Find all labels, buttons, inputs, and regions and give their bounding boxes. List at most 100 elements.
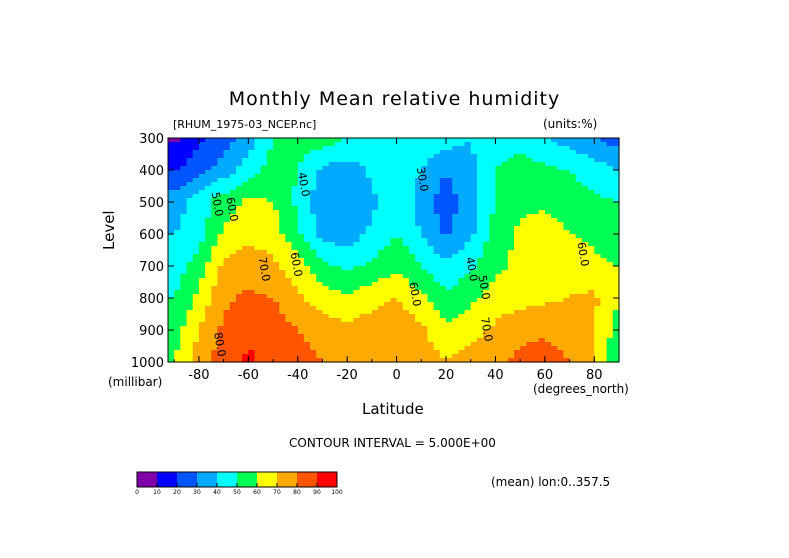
- contour-cell: [606, 222, 614, 227]
- contour-cell: [594, 314, 602, 319]
- contour-cell: [439, 282, 447, 287]
- contour-cell: [606, 138, 614, 143]
- contour-cell: [186, 158, 194, 163]
- contour-cell: [575, 338, 583, 343]
- contour-cell: [365, 254, 373, 259]
- contour-cell: [192, 342, 200, 347]
- contour-cell: [291, 270, 299, 275]
- contour-cell: [254, 270, 262, 275]
- contour-cell: [223, 314, 231, 319]
- contour-cell: [297, 354, 305, 359]
- contour-cell: [242, 274, 249, 279]
- contour-cell: [526, 266, 534, 271]
- contour-cell: [575, 198, 583, 203]
- contour-cell: [538, 158, 546, 163]
- contour-cell: [520, 198, 527, 203]
- contour-cell: [452, 306, 459, 311]
- contour-cell: [384, 310, 392, 315]
- contour-cell: [291, 246, 299, 251]
- contour-cell: [328, 306, 336, 311]
- contour-cell: [340, 354, 348, 359]
- contour-cell: [310, 278, 317, 283]
- contour-cell: [340, 210, 348, 215]
- contour-cell: [594, 318, 602, 323]
- contour-cell: [575, 358, 583, 363]
- contour-cell: [186, 146, 194, 151]
- contour-cell: [291, 282, 299, 287]
- contour-cell: [242, 158, 249, 163]
- contour-cell: [242, 258, 249, 263]
- contour-cell: [390, 342, 398, 347]
- contour-cell: [489, 250, 497, 255]
- contour-cell: [229, 278, 237, 283]
- contour-cell: [310, 210, 317, 215]
- colorbar-tick-label: 80: [293, 489, 301, 496]
- contour-cell: [235, 170, 243, 175]
- contour-cell: [180, 354, 188, 359]
- contour-cell: [588, 214, 595, 219]
- contour-cell: [396, 266, 404, 271]
- contour-cell: [594, 270, 602, 275]
- contour-cell: [378, 150, 385, 155]
- contour-cell: [260, 254, 268, 259]
- contour-cell: [347, 246, 354, 251]
- contour-cell: [359, 298, 367, 303]
- contour-cell: [328, 326, 336, 331]
- contour-cell: [303, 166, 311, 171]
- contour-cell: [273, 334, 280, 339]
- contour-cell: [334, 290, 342, 295]
- contour-cell: [483, 262, 490, 267]
- contour-cell: [489, 186, 497, 191]
- contour-cell: [581, 238, 589, 243]
- contour-cell: [501, 310, 509, 315]
- contour-cell: [297, 182, 305, 187]
- contour-cell: [557, 282, 564, 287]
- contour-cell: [507, 162, 515, 167]
- contour-cell: [439, 330, 447, 335]
- contour-cell: [279, 346, 286, 351]
- contour-cell: [353, 338, 361, 343]
- contour-cell: [248, 238, 256, 243]
- contour-cell: [198, 162, 206, 167]
- contour-cell: [501, 182, 509, 187]
- contour-cell: [415, 314, 422, 319]
- contour-cell: [421, 342, 429, 347]
- contour-cell: [520, 234, 527, 239]
- contour-cell: [483, 270, 490, 275]
- contour-cell: [211, 302, 219, 307]
- contour-cell: [229, 274, 237, 279]
- contour-cell: [408, 258, 416, 263]
- contour-cell: [297, 334, 305, 339]
- contour-cell: [229, 358, 237, 363]
- contour-cell: [581, 146, 589, 151]
- contour-cell: [563, 346, 571, 351]
- contour-cell: [205, 258, 212, 263]
- contour-cell: [174, 202, 181, 207]
- contour-cell: [513, 334, 521, 339]
- contour-cell: [340, 314, 348, 319]
- contour-cell: [581, 230, 589, 235]
- contour-cell: [316, 298, 324, 303]
- contour-cell: [464, 170, 472, 175]
- contour-cell: [588, 262, 595, 267]
- contour-cell: [483, 258, 490, 263]
- contour-cell: [501, 290, 509, 295]
- contour-cell: [384, 298, 392, 303]
- contour-cell: [180, 346, 188, 351]
- contour-cell: [526, 190, 534, 195]
- contour-cell: [526, 138, 534, 143]
- contour-cell: [353, 226, 361, 231]
- contour-cell: [242, 330, 249, 335]
- contour-cell: [198, 270, 206, 275]
- contour-cell: [235, 202, 243, 207]
- contour-cell: [378, 350, 385, 355]
- contour-cell: [223, 198, 231, 203]
- contour-cell: [235, 230, 243, 235]
- contour-cell: [464, 302, 472, 307]
- contour-cell: [378, 170, 385, 175]
- contour-label: 70.0: [256, 256, 273, 282]
- contour-cell: [563, 194, 571, 199]
- contour-cell: [606, 354, 614, 359]
- contour-cell: [198, 334, 206, 339]
- contour-cell: [303, 254, 311, 259]
